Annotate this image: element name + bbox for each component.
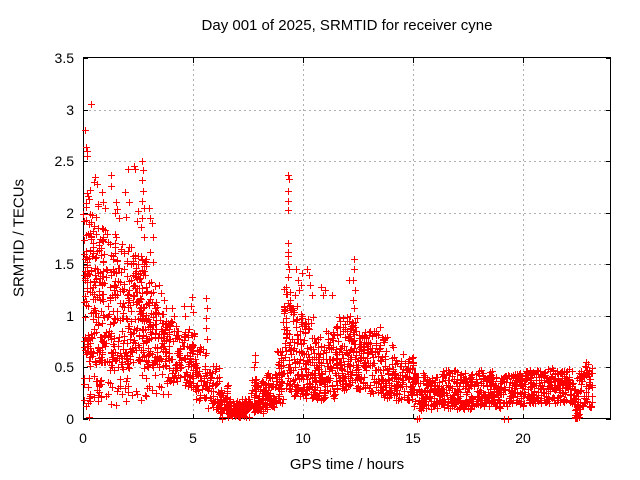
scatter-points [80,101,596,423]
y-tick-label: 2 [66,205,74,221]
y-tick-label: 0 [66,411,74,427]
y-tick-label: 3.5 [55,50,75,66]
x-axis-title: GPS time / hours [289,456,405,473]
y-tick-label: 1 [66,308,74,324]
chart-title: Day 001 of 2025, SRMTID for receiver cyn… [201,17,493,34]
plot-border [83,57,611,419]
x-tick-label: 0 [79,430,87,446]
x-tick-label: 5 [189,430,197,446]
y-tick-label: 1.5 [55,256,75,272]
y-tick-label: 3 [66,102,74,118]
y-tick-label: 2.5 [55,153,75,169]
x-tick-label: 20 [515,430,531,446]
x-tick-label: 10 [295,430,311,446]
x-tick-label: 15 [405,430,421,446]
tick-labels: 0 0.5 1 1.5 2 2.5 3 3.5 0 5 10 15 20 [55,50,531,446]
y-tick-label: 0.5 [55,359,75,375]
